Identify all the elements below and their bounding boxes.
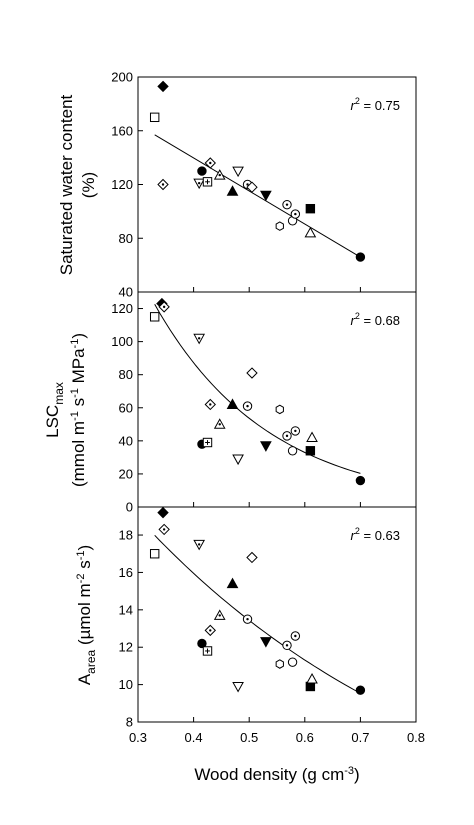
panel3-frame: [137, 506, 417, 723]
x-tick-label: 0.3: [129, 730, 147, 745]
panel2-data-point: [287, 446, 298, 456]
panel1-data-point-center-dot: [218, 173, 221, 177]
panel3-fit-line: [154, 534, 361, 694]
x-axis-label: Wood density (g cm-3): [194, 765, 359, 784]
panel3-data-point: [275, 659, 284, 669]
panel1-ylabel-line2: (%): [79, 172, 98, 198]
panel3-r2-annotation: r2 = 0.63: [351, 526, 400, 543]
panel3-ytick-label: 12: [119, 640, 133, 655]
panel1-data-point: [305, 203, 316, 214]
x-tick-label: 0.5: [240, 730, 258, 745]
plot-area: 40 80 120 160 200 r2 = 0.75 0 20 40 60 80 100 120 r2 …: [111, 70, 425, 746]
panel2-data-point-center-dot: [246, 404, 249, 408]
panel3-ytick-label: 8: [126, 715, 133, 730]
panel2-ytick-label: 40: [119, 433, 133, 448]
panel1-data-point-center-dot: [161, 183, 165, 186]
panel1-data-point-center-dot: [197, 181, 201, 185]
panel1-ytick-label: 80: [119, 231, 133, 246]
panel3-ytick-label: 10: [119, 677, 133, 692]
panel2-data-point: [226, 398, 239, 409]
x-tick-label: 0.6: [296, 730, 314, 745]
panel2-data-point: [305, 446, 316, 456]
panel2-ytick-label: 100: [111, 334, 133, 349]
panel2-data-point: [260, 441, 272, 452]
panel2-ylabel-line2: (mmol m-1 s-1 MPa-1): [69, 333, 88, 487]
panel3-data-point-center-dot: [197, 543, 201, 546]
panel3-data-point-center-dot: [218, 614, 221, 617]
panel2-data-point-center-dot: [285, 434, 289, 438]
panel3-ytick-label: 18: [119, 528, 133, 543]
panel2-data-point-center-dot: [209, 403, 212, 406]
panel2-data-point: [306, 431, 318, 443]
panel1-data-point-center-dot: [209, 161, 212, 165]
x-tick-label: 0.8: [407, 730, 425, 745]
panel2-data-point-center-dot: [218, 423, 221, 426]
panel2-ytick-label: 80: [119, 367, 133, 382]
panel3-data-point-center-dot: [285, 644, 289, 647]
panel1-r2-annotation: r2 = 0.75: [351, 96, 400, 113]
panel3-data-point: [306, 672, 318, 684]
panel1-data-point: [226, 185, 239, 196]
panel1-ytick-label: 200: [111, 70, 133, 85]
panel1-data-point: [157, 80, 169, 93]
panel3-data-point: [232, 681, 244, 693]
panel3-ytick-label: 14: [119, 602, 133, 617]
panel2-fit-line: [154, 304, 361, 474]
panel3-data-point-center-dot: [246, 617, 249, 621]
panel3-data-point: [287, 657, 298, 667]
panel3-data-point: [226, 577, 239, 589]
panel2-ylabel-line1: LSCmax: [43, 382, 66, 438]
panel2-data-point: [275, 404, 284, 415]
panel1-data-point: [260, 190, 272, 202]
panel3-data-point: [197, 638, 207, 649]
panel3-data-point: [149, 549, 160, 559]
panel1-ylabel-line1: Saturated water content: [57, 94, 76, 275]
x-tick-label: 0.4: [185, 730, 203, 745]
x-tick-label: 0.7: [351, 730, 369, 745]
panel1-data-point: [246, 181, 258, 193]
panel2-data-point-center-dot: [162, 305, 166, 309]
panel2-ytick-label: 120: [111, 301, 133, 316]
panel2-data-point: [246, 367, 258, 379]
panel1-ytick-label: 120: [111, 177, 133, 192]
panel1-data-point: [149, 112, 160, 123]
panel2-ytick-label: 0: [126, 500, 133, 515]
panel3-data-point: [305, 681, 316, 692]
panel2-r2-annotation: r2 = 0.68: [351, 311, 400, 328]
panel2-data-point-center-dot: [294, 429, 297, 433]
panel2-ytick-label: 20: [119, 466, 133, 481]
panel1-data-point: [355, 252, 366, 262]
panel3-data-point: [157, 506, 169, 519]
panel1-data-point-center-dot: [246, 183, 249, 186]
panel1-ytick-label: 160: [111, 123, 133, 138]
panel3-data-point-center-dot: [294, 634, 297, 638]
panel1-data-point: [197, 166, 207, 176]
panel3-data-point: [246, 551, 258, 564]
panel2-data-point: [355, 475, 366, 486]
panel1-data-point: [304, 226, 317, 238]
panel2-ytick-label: 60: [119, 400, 133, 415]
panel3-ylabel: Aarea (µmol m-2 s-1): [75, 545, 98, 685]
panel1-data-point-center-dot: [294, 212, 297, 216]
panel1-ytick-label: 40: [119, 285, 133, 300]
panel1-data-point: [232, 166, 244, 178]
panel3-data-point-center-dot: [209, 629, 212, 632]
panel2-data-point: [232, 454, 244, 466]
panel2-data-point: [149, 312, 160, 322]
panel3-data-point-center-dot: [162, 528, 166, 531]
panel3-data-point: [355, 685, 366, 695]
panel1-data-point-center-dot: [285, 203, 289, 206]
panel3-ytick-label: 16: [119, 565, 133, 580]
panel2-data-point-center-dot: [197, 337, 201, 340]
panel3-data-point: [260, 637, 272, 648]
panel1-fit-line: [154, 134, 361, 258]
panel1-data-point: [275, 221, 284, 231]
